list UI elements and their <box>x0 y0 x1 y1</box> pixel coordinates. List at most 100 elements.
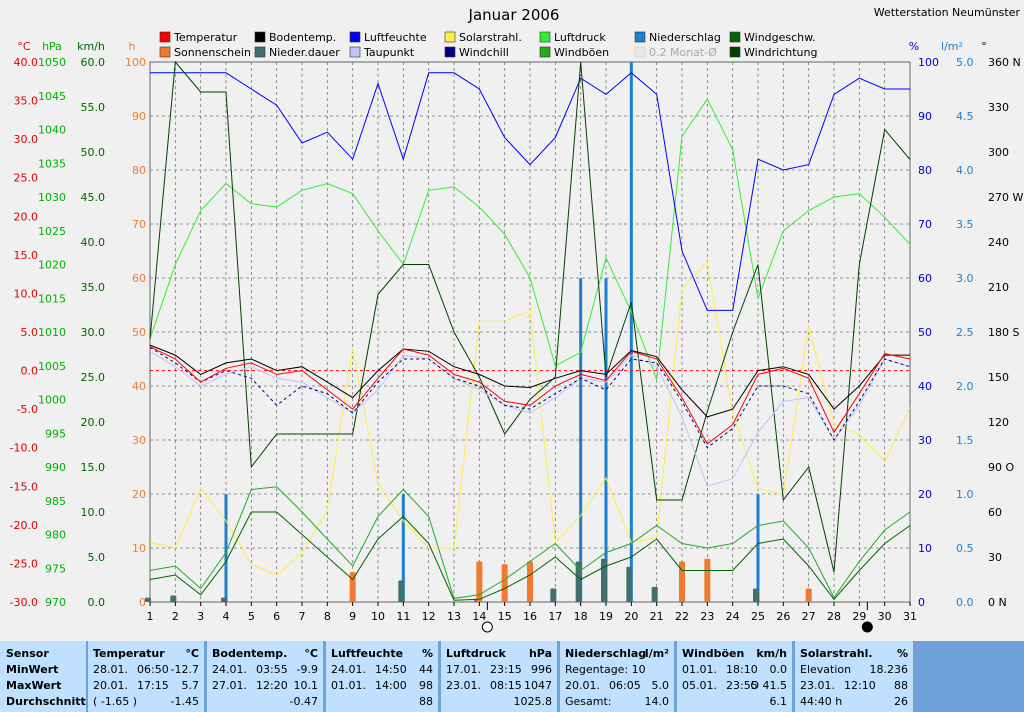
legend-swatch <box>729 31 741 43</box>
weather-chart: Januar 2006 Wetterstation Neumünster Tem… <box>9 6 1024 633</box>
legend-item: Temperatur <box>159 31 238 44</box>
stats-cell: 1047 <box>524 679 552 692</box>
axis-unit-label: h <box>129 40 136 53</box>
x-tick-label: 31 <box>903 610 917 623</box>
axis-tick-label: -10.0 <box>10 442 38 455</box>
series-line-luftfeuchte <box>150 72 910 311</box>
axis-tick-label: 30.0 <box>14 133 39 146</box>
axis-tick-label: 1050 <box>38 56 66 69</box>
axis-tick-label: 240 <box>988 236 1009 249</box>
axis-tick-label: 35.0 <box>14 95 39 108</box>
axis-tick-label: 120 <box>988 416 1009 429</box>
axis-tick-label: 980 <box>45 529 66 542</box>
axis-tick-label: 15.0 <box>81 461 106 474</box>
left-axes: °C 40.0 35.0 30.0 25.0 20.0 15.0 10.0 5.0 0.0 -5.0… <box>10 40 146 609</box>
axis-tick-label: 300 <box>988 146 1009 159</box>
axis-tick-label: 25.0 <box>14 172 39 185</box>
axis-tick-label: 0 <box>918 596 925 609</box>
axis-tick-label: 70 <box>132 218 146 231</box>
axis-tick-label: 50 <box>918 326 932 339</box>
stats-cell: 6.1 <box>769 695 788 708</box>
axis-unit-label: ° <box>981 40 987 53</box>
axis-tick-label: 30.0 <box>81 326 106 339</box>
axis-tick-label: -25.0 <box>10 557 38 570</box>
stats-cell: 01.01. <box>682 663 717 676</box>
legend-item: Windrichtung <box>729 46 817 59</box>
stats-block-unit: % <box>421 647 433 660</box>
legend-label: Windchill <box>459 46 509 59</box>
moon-full-icon <box>481 621 493 633</box>
stats-block-title: Temperatur <box>93 647 165 660</box>
legend-label: 0.2 Monat-Ø <box>649 46 717 59</box>
stats-block: Windböen km/h 01.01. 18:10 0.0 05.01. 23:55 O 4… <box>677 641 792 712</box>
stats-block-unit: °C <box>185 647 199 660</box>
axis-tick-label: 20.0 <box>14 210 39 223</box>
bar-niederdauer <box>575 561 582 602</box>
x-tick-label: 12 <box>422 610 436 623</box>
legend-swatch <box>254 31 266 43</box>
axis-tick-label: 5.0 <box>88 551 106 564</box>
stats-block-unit: km/h <box>756 647 787 660</box>
bar-sonnenschein <box>704 558 711 602</box>
stats-cell: 5.7 <box>181 679 200 692</box>
stats-cell: 98 <box>419 679 433 692</box>
legend-swatch <box>539 46 551 58</box>
axis-tick-label: -5.0 <box>17 403 38 416</box>
bar-sonnenschein <box>805 588 812 602</box>
stats-cell: 12:20 <box>256 679 288 692</box>
stats-block-unit: °C <box>304 647 318 660</box>
legend-item: Windchill <box>444 46 509 59</box>
legend-swatch <box>634 46 646 58</box>
stats-cell: 18.236 <box>869 663 909 676</box>
stats-block: Bodentemp. °C 24.01. 03:55 -9.9 27.01. 12:20 10… <box>207 641 323 712</box>
legend-label: Sonnenschein <box>174 46 251 59</box>
axis-tick-label: 10 <box>918 542 932 555</box>
stats-cell: 20.01. <box>93 679 128 692</box>
axis-tick-label: 10 <box>132 542 146 555</box>
axis-tick-label: 1000 <box>38 394 66 407</box>
axis-tick-label: 90 <box>918 110 932 123</box>
axis-tick-label: 90 <box>132 110 146 123</box>
bar-niederdauer <box>170 595 177 602</box>
legend-item: Luftdruck <box>539 31 606 44</box>
axis-tick-label: 1040 <box>38 124 66 137</box>
axis-tick-label: 2.5 <box>956 326 974 339</box>
stats-cell: Gesamt: <box>565 695 612 708</box>
bar-niederdauer <box>626 566 633 602</box>
axis-tick-label: 40 <box>132 380 146 393</box>
axis-tick-label: 1045 <box>38 90 66 103</box>
stats-block-title: Solarstrahl. <box>800 647 873 660</box>
x-tick-label: 10 <box>371 610 385 623</box>
axis-tick-label: 100 <box>918 56 939 69</box>
axis-tick-label: 1025 <box>38 225 66 238</box>
series-line-taupunkt <box>149 350 911 487</box>
x-tick-label: 21 <box>650 610 664 623</box>
legend: Temperatur Sonnenschein Bodentemp. Nieder.d… <box>159 31 817 59</box>
axis-tick-label: 5.0 <box>956 56 974 69</box>
legend-item: Windgeschw. <box>729 31 816 44</box>
axis-tick-label: 0.0 <box>956 596 974 609</box>
stats-cell: 23:55 <box>726 679 758 692</box>
axis-tick-label: 60 <box>918 272 932 285</box>
legend-item: Nieder.dauer <box>254 46 340 59</box>
axis-tick-label: 3.0 <box>956 272 974 285</box>
axis-tick-label: 100 <box>125 56 146 69</box>
legend-label: Solarstrahl. <box>459 31 522 44</box>
stats-cell: 01.01. <box>331 679 366 692</box>
axis-tick-label: -20.0 <box>10 519 38 532</box>
axis-tick-label: 60 <box>988 506 1002 519</box>
axis-unit-label: km/h <box>77 40 105 53</box>
axis-tick-label: 990 <box>45 461 66 474</box>
axis-tick-label: 70 <box>918 218 932 231</box>
stats-cell: 17:15 <box>137 679 169 692</box>
stats-block: Solarstrahl.% Elevation 18.236 23.01. 12:10 8… <box>795 641 913 712</box>
stats-block-unit: hPa <box>528 647 552 660</box>
stats-cell: 88 <box>894 679 908 692</box>
legend-swatch <box>349 46 361 58</box>
legend-swatch <box>729 46 741 58</box>
x-tick-label: 28 <box>827 610 841 623</box>
series-line-windgeschw <box>149 511 911 601</box>
legend-label: Windgeschw. <box>744 31 816 44</box>
bar-sonnenschein <box>349 572 356 602</box>
legend-swatch <box>159 31 171 43</box>
